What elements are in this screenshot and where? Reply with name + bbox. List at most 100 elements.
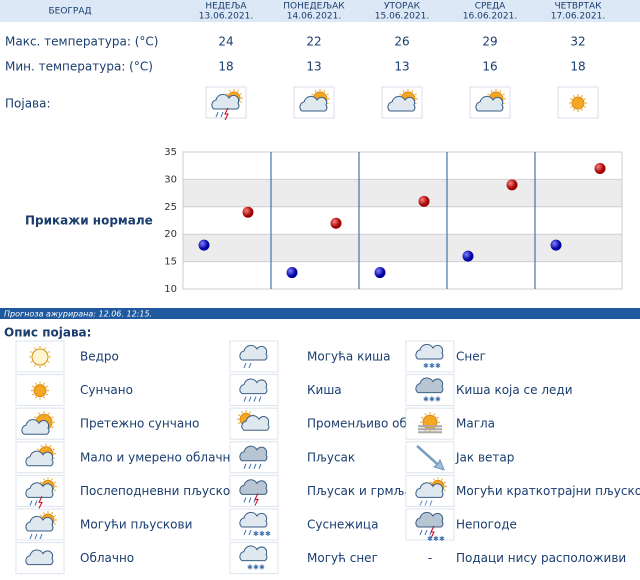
ray (53, 523, 57, 525)
sun (31, 348, 49, 366)
cloud (299, 95, 328, 112)
cloud (239, 445, 268, 462)
ray (443, 489, 447, 492)
ray (35, 382, 37, 385)
max-temp: 22 (306, 35, 321, 49)
ray (34, 364, 36, 367)
day-name: УТОРАК (384, 2, 421, 12)
ray (581, 108, 583, 112)
min-point (374, 267, 386, 279)
cloud (415, 343, 444, 360)
cloud (415, 377, 444, 394)
max-point (506, 179, 518, 191)
y-tick-label: 30 (164, 174, 177, 185)
drop (424, 500, 428, 506)
ray (53, 481, 57, 484)
drop (29, 500, 33, 506)
plot-frame (182, 151, 623, 290)
legend-label: Мало и умерено облачно (80, 450, 238, 464)
max-label: Макс. температура: (°C) (5, 35, 158, 49)
weather-icon (299, 89, 330, 112)
day-name: ЧЕТВРТАК (555, 2, 603, 12)
weather-icon: ✱ ✱ ✱ (415, 511, 445, 543)
wind (416, 445, 445, 471)
ray (43, 396, 45, 399)
cloud (415, 482, 444, 498)
drop (243, 396, 247, 402)
day-name: НЕДЕЉА (205, 2, 247, 12)
cloud (25, 450, 54, 467)
weather-icon (387, 89, 418, 112)
ray (39, 515, 43, 517)
drop (34, 533, 38, 540)
ray (52, 457, 55, 460)
legend-label: Облачно (80, 551, 134, 565)
drop (258, 463, 262, 469)
sun (33, 384, 47, 398)
drop (248, 463, 252, 469)
legend-label: Магла (456, 417, 495, 431)
drop (243, 497, 247, 503)
ray (581, 94, 583, 98)
weather-icon (239, 479, 268, 506)
min-temp: 13 (394, 60, 409, 74)
weather-icon (415, 477, 447, 506)
ray (30, 361, 33, 363)
legend-title: Опис појава: (4, 326, 91, 340)
legend-label: Снег (456, 350, 486, 364)
ray (47, 361, 50, 363)
weather-icon: ✱ ✱ ✱ (415, 343, 444, 370)
ray (49, 444, 52, 448)
ray (53, 515, 57, 517)
flake: ✱ (253, 564, 259, 572)
weather-icon (475, 89, 506, 112)
cloud (211, 93, 240, 110)
ray (34, 416, 37, 419)
cloud (25, 482, 54, 498)
cloud (239, 378, 268, 395)
max-point (418, 195, 430, 207)
normals-link[interactable]: Прикажи нормале (25, 214, 153, 228)
ray (421, 416, 424, 419)
ray (225, 93, 229, 95)
legend-label: Могућ снег (307, 551, 378, 565)
drop (248, 362, 252, 369)
cloud (239, 545, 268, 562)
flake: ✱ (435, 362, 441, 370)
drop (419, 500, 423, 506)
ray (424, 413, 427, 416)
legend-label: Претежно сунчано (80, 417, 199, 431)
ray (433, 478, 435, 481)
ray (569, 98, 573, 100)
ray (399, 93, 402, 96)
legend-label: Пљусак (307, 450, 355, 464)
flake: ✱ (429, 362, 435, 370)
bolt (224, 107, 229, 121)
drop (429, 500, 433, 506)
flake: ✱ (427, 535, 433, 543)
drop (220, 111, 224, 118)
weather-icon (569, 94, 587, 112)
ray (43, 478, 45, 481)
ray (45, 385, 49, 388)
ray (39, 481, 43, 484)
ray (237, 414, 241, 417)
weather-icon (21, 411, 55, 435)
flake: ✱ (259, 530, 265, 538)
grid-band (183, 234, 622, 262)
weather-icon: ✱ ✱ ✱ (239, 545, 268, 572)
y-tick-label: 35 (164, 147, 177, 158)
ray (583, 106, 587, 108)
drop (243, 463, 247, 469)
ray (241, 411, 243, 414)
weather-icon (416, 445, 445, 471)
ray (583, 98, 587, 100)
cloud (25, 549, 54, 566)
cloud (241, 415, 270, 431)
ray (414, 93, 417, 96)
drop (243, 529, 247, 536)
ray (35, 396, 37, 399)
drop (253, 463, 257, 469)
ray (43, 382, 45, 385)
ray (237, 422, 241, 425)
